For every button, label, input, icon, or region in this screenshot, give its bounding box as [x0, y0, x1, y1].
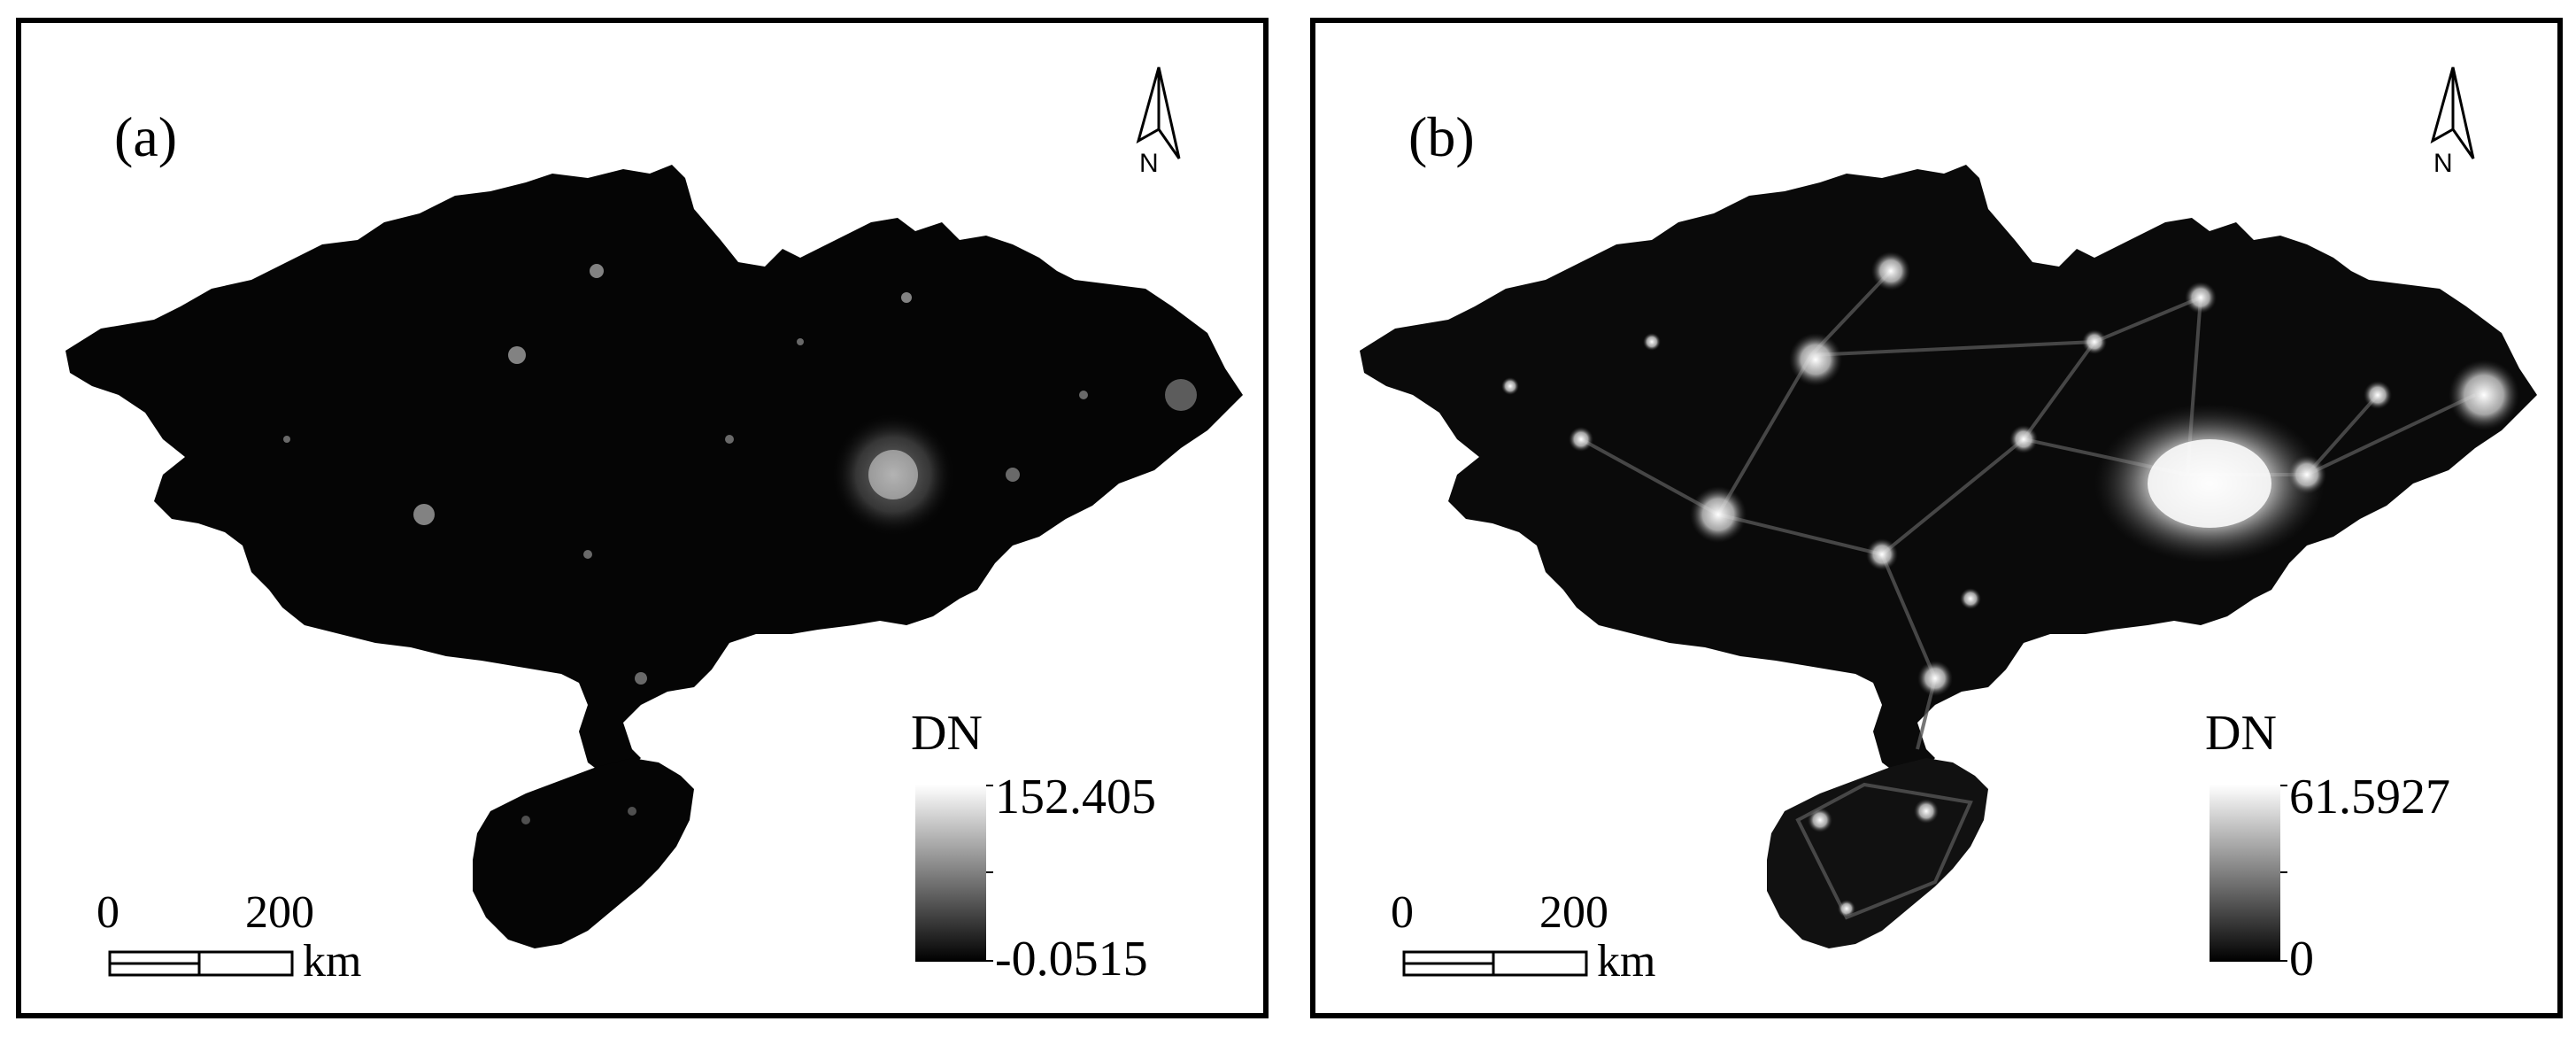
- panel-label: (b): [1408, 105, 1475, 168]
- scale-bar-zero-label: 0: [1391, 887, 1414, 938]
- north-arrow-icon: [2430, 66, 2475, 159]
- scale-bar-distance-label: 200: [245, 887, 314, 938]
- legend-tick: [2280, 871, 2287, 873]
- scale-bar: [1402, 950, 1588, 977]
- city-lights-b: [1501, 252, 2519, 917]
- map-panel-b: (b) N DN 61.5927 0 0 200 km: [1310, 18, 2563, 1018]
- scale-bar-unit-label: km: [1597, 936, 1656, 987]
- legend-min-label: -0.0515: [995, 932, 1148, 987]
- city-lights-a: [283, 264, 1197, 824]
- legend-tick: [2280, 960, 2287, 962]
- map-panel-a: (a) N DN 152.405 -0.0515 0 200 km: [16, 18, 1269, 1018]
- legend-color-bar: [2210, 785, 2280, 962]
- night-light-map-a: [66, 165, 1243, 948]
- legend-min-label: 0: [2289, 932, 2314, 987]
- region-island: [473, 758, 694, 948]
- legend-title: DN: [2205, 706, 2277, 761]
- legend-tick: [2280, 785, 2287, 786]
- legend-max-label: 61.5927: [2289, 770, 2450, 824]
- legend-max-label: 152.405: [995, 770, 1156, 824]
- region-mainland: [1360, 165, 2537, 776]
- north-label: N: [1139, 149, 1159, 178]
- north-label: N: [2433, 149, 2453, 178]
- legend-tick: [986, 960, 993, 962]
- legend-tick: [986, 785, 993, 786]
- scale-bar-zero-label: 0: [96, 887, 120, 938]
- legend-tick: [986, 871, 993, 873]
- north-arrow-icon: [1136, 66, 1181, 159]
- legend-title: DN: [911, 706, 983, 761]
- scale-bar-distance-label: 200: [1539, 887, 1608, 938]
- legend-color-bar: [915, 785, 986, 962]
- scale-bar: [108, 950, 294, 977]
- scale-bar-unit-label: km: [303, 936, 362, 987]
- night-light-map-b: [1360, 165, 2537, 948]
- panel-label: (a): [114, 105, 178, 168]
- region-mainland: [66, 165, 1243, 776]
